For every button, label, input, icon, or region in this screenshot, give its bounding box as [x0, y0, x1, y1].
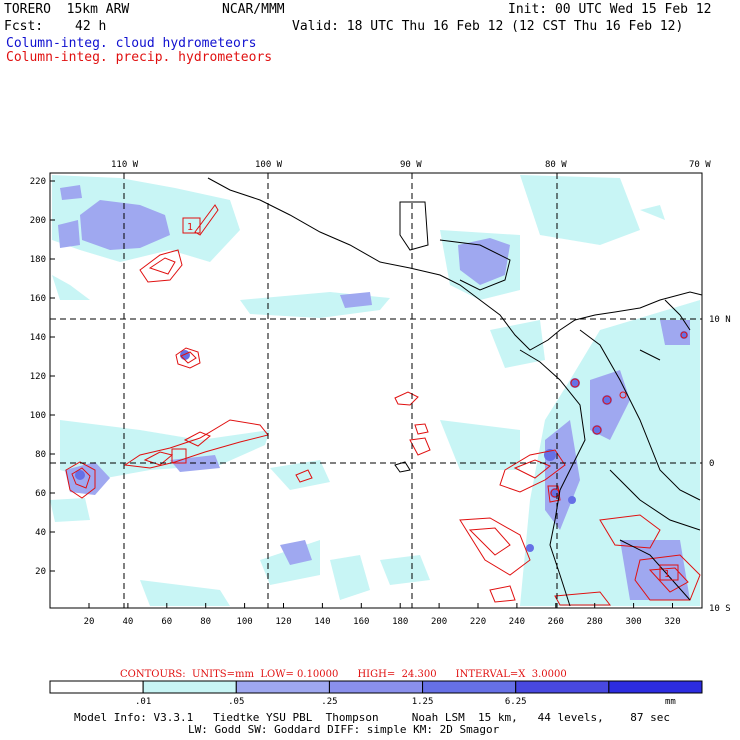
cloud-shading-dark — [75, 331, 688, 552]
colorbar-label: 6.25 — [505, 697, 527, 707]
y-tick-label: 140 — [30, 333, 46, 343]
x-tick-label: 20 — [84, 617, 95, 627]
y-tick-label: 180 — [30, 255, 46, 265]
y-tick-label: 20 — [35, 567, 46, 577]
lat-label: 0 — [709, 459, 714, 469]
box-label: 1 — [187, 222, 193, 233]
contours-info: CONTOURS: UNITS=mm LOW= 0.10000 HIGH= 24… — [120, 669, 567, 680]
x-tick-label: 260 — [548, 617, 564, 627]
y-tick-label: 160 — [30, 294, 46, 304]
x-tick-label: 320 — [664, 617, 680, 627]
x-tick-label: 100 — [236, 617, 252, 627]
colorbar-swatch — [422, 680, 517, 694]
field-precip-label: Column-integ. precip. hydrometeors — [6, 50, 273, 65]
x-tick-label: 40 — [122, 617, 133, 627]
y-tick-label: 100 — [30, 411, 46, 421]
x-tick-label: 200 — [431, 617, 447, 627]
model-title: TORERO 15km ARW — [4, 2, 130, 17]
x-tick-label: 180 — [392, 617, 408, 627]
cloud-shading-mid — [58, 185, 690, 600]
lat-labels: 10 N 0 10 S — [709, 315, 731, 614]
field-cloud-label: Column-integ. cloud hydrometeors — [6, 36, 257, 51]
colorbar-swatch — [49, 680, 144, 694]
lon-label: 100 W — [255, 160, 283, 170]
colorbar-label: 1.25 — [412, 697, 434, 707]
x-tick-label: 300 — [625, 617, 641, 627]
precip-contours — [65, 204, 701, 606]
lon-label: 80 W — [545, 160, 567, 170]
x-tick-label: 140 — [314, 617, 330, 627]
y-tick-label: 220 — [30, 177, 46, 187]
init-time: Init: 00 UTC Wed 15 Feb 12 — [508, 2, 712, 17]
forecast-label: Fcst: — [4, 19, 44, 34]
lon-labels: 110 W 100 W 90 W 80 W 70 W — [111, 160, 711, 170]
x-tick-label: 240 — [509, 617, 525, 627]
model-info-line2: LW: Godd SW: Goddard DIFF: simple KM: 2D… — [188, 723, 500, 736]
lon-label: 90 W — [400, 160, 422, 170]
valid-time: Valid: 18 UTC Thu 16 Feb 12 (12 CST Thu … — [292, 19, 684, 34]
map-frame — [49, 172, 703, 609]
colorbar-swatch — [608, 680, 703, 694]
lat-label: 10 N — [709, 315, 731, 325]
colorbar: .01 .05 .25 1.25 6.25 — [49, 680, 703, 707]
y-tick-labels: 220 200 180 160 140 120 100 80 60 40 20 — [30, 177, 55, 577]
grid-lines — [50, 173, 702, 608]
y-tick-label: 40 — [35, 528, 46, 538]
x-tick-label: 280 — [587, 617, 603, 627]
x-tick-label: 120 — [275, 617, 291, 627]
x-tick-label: 220 — [470, 617, 486, 627]
box-label: 1 — [664, 569, 670, 580]
x-tick-label: 80 — [200, 617, 211, 627]
lon-label: 70 W — [689, 160, 711, 170]
x-tick-label: 60 — [161, 617, 172, 627]
lat-label: 10 S — [709, 604, 731, 614]
model-info-line1: Model Info: V3.3.1 Tiedtke YSU PBL Thomp… — [74, 711, 671, 724]
y-tick-label: 120 — [30, 372, 46, 382]
forecast-hour: 42 h — [75, 19, 107, 34]
colorbar-swatch — [142, 680, 237, 694]
colorbar-swatch — [328, 680, 424, 694]
colorbar-label: .05 — [228, 697, 244, 707]
point-boxes — [171, 217, 679, 581]
lon-label: 110 W — [111, 160, 139, 170]
x-tick-labels: 20 40 60 80 100 120 140 160 180 200 220 240 260 280 30… — [84, 603, 681, 627]
y-tick-label: 200 — [30, 216, 46, 226]
y-tick-label: 60 — [35, 489, 46, 499]
x-tick-label: 160 — [353, 617, 369, 627]
colorbar-label: .25 — [321, 697, 337, 707]
y-tick-label: 80 — [35, 450, 46, 460]
colorbar-unit: mm — [665, 697, 676, 707]
colorbar-swatch — [235, 680, 330, 694]
colorbar-label: .01 — [135, 697, 151, 707]
colorbar-swatch — [515, 680, 610, 694]
coastlines — [207, 177, 703, 607]
center-name: NCAR/MMM — [222, 2, 285, 17]
